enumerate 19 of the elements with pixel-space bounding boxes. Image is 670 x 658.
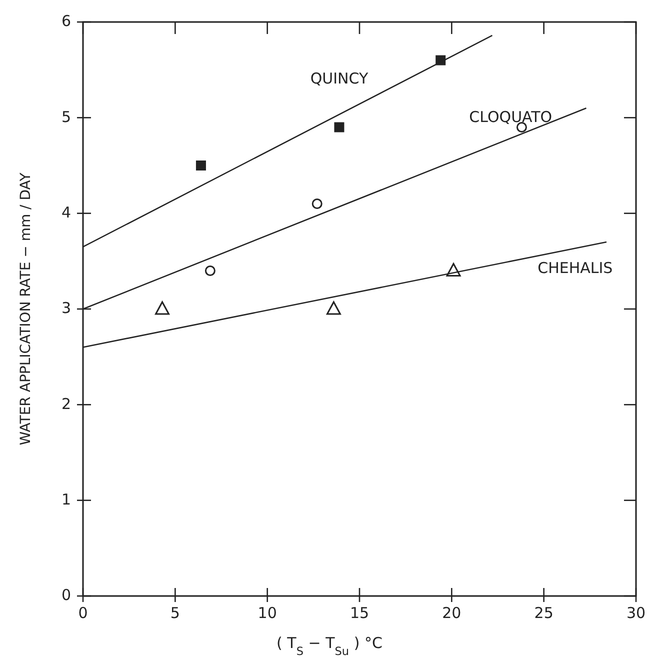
x-tick-label: 30	[626, 604, 646, 622]
series-label: CLOQUATO	[469, 108, 552, 126]
y-tick-label: 2	[61, 394, 71, 413]
y-tick-label: 1	[61, 490, 71, 508]
x-tick-label: 25	[534, 604, 554, 622]
x-tick-label: 15	[350, 604, 370, 622]
y-tick-label: 0	[61, 586, 71, 604]
series-label: QUINCY	[310, 69, 369, 88]
x-tick-label: 0	[78, 604, 88, 622]
series-label: CHEHALIS	[538, 258, 613, 277]
y-tick-label: 5	[61, 108, 71, 126]
y-tick-label: 6	[61, 12, 71, 30]
x-tick-label: 20	[442, 604, 462, 622]
x-tick-label: 5	[170, 604, 180, 622]
x-tick-label: 10	[258, 604, 277, 622]
y-tick-label: 4	[61, 203, 71, 222]
x-axis-title: ( T$_{S}$ − T$_{Su}$ ) °C	[276, 634, 382, 658]
y-axis-title: WATER APPLICATION RATE − mm / DAY	[18, 172, 34, 446]
y-tick-label: 3	[61, 299, 71, 318]
